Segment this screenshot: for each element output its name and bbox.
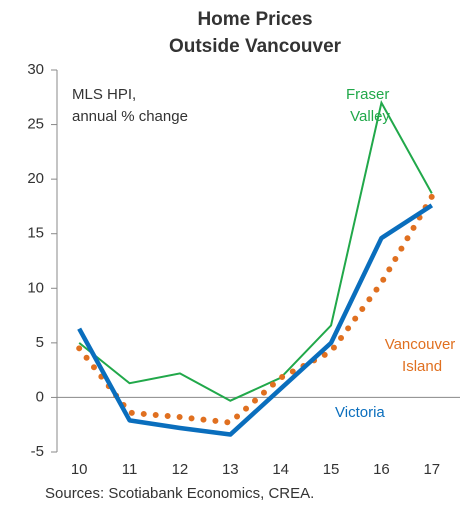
series-label: Victoria <box>335 404 385 421</box>
y-tick-label: 15 <box>27 225 44 242</box>
chart-title: Home Prices <box>197 9 312 30</box>
y-tick-label: 30 <box>27 61 44 78</box>
x-tick-label: 15 <box>323 461 340 478</box>
annotation: annual % change <box>72 108 188 125</box>
label-line: Valley <box>346 108 390 125</box>
x-tick-label: 14 <box>272 461 289 478</box>
label-line: Fraser <box>346 86 389 103</box>
y-tick-label: 20 <box>27 170 44 187</box>
x-tick-label: 13 <box>222 461 239 478</box>
series-label: Vancouver Island <box>385 336 456 375</box>
source: Sources: Scotiabank Economics, CREA. <box>45 485 314 502</box>
series-line <box>78 99 433 402</box>
x-tick-label: 11 <box>122 461 138 478</box>
y-tick-label: 5 <box>36 334 44 351</box>
y-tick-label: -5 <box>31 443 44 460</box>
x-tick-label: 10 <box>71 461 88 478</box>
label-line: Island <box>398 358 442 375</box>
series-line <box>76 193 435 426</box>
series-label: Fraser Valley <box>346 86 390 125</box>
y-tick-label: 25 <box>27 116 44 133</box>
x-tick-label: 17 <box>423 461 440 478</box>
x-tick-label: 12 <box>172 461 189 478</box>
series-line <box>77 203 434 437</box>
y-tick-label: 0 <box>36 388 44 405</box>
x-tick-label: 16 <box>373 461 390 478</box>
y-tick-label: 10 <box>27 279 44 296</box>
chart-title: Outside Vancouver <box>169 36 342 57</box>
label-line: Vancouver <box>385 336 456 353</box>
annotation: MLS HPI, <box>72 86 136 103</box>
